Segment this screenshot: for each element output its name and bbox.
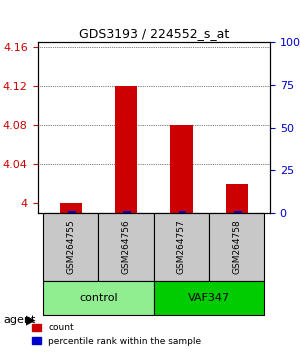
FancyBboxPatch shape bbox=[98, 213, 154, 281]
FancyBboxPatch shape bbox=[154, 213, 209, 281]
Text: GSM264756: GSM264756 bbox=[122, 219, 130, 274]
Text: agent: agent bbox=[3, 315, 35, 325]
Text: ▶: ▶ bbox=[26, 314, 35, 327]
Bar bbox=[68, 211, 76, 213]
Text: GSM264757: GSM264757 bbox=[177, 219, 186, 274]
FancyBboxPatch shape bbox=[43, 281, 154, 315]
Text: control: control bbox=[79, 293, 118, 303]
Bar bbox=[234, 211, 242, 213]
FancyBboxPatch shape bbox=[43, 213, 98, 281]
Bar bbox=[226, 184, 248, 213]
FancyBboxPatch shape bbox=[209, 213, 265, 281]
Bar bbox=[60, 203, 82, 213]
Bar bbox=[123, 211, 131, 213]
Bar bbox=[115, 86, 137, 213]
Text: GSM264758: GSM264758 bbox=[232, 219, 241, 274]
Bar bbox=[170, 125, 193, 213]
Legend: count, percentile rank within the sample: count, percentile rank within the sample bbox=[28, 320, 205, 349]
Title: GDS3193 / 224552_s_at: GDS3193 / 224552_s_at bbox=[79, 27, 229, 40]
FancyBboxPatch shape bbox=[154, 281, 265, 315]
Bar bbox=[179, 211, 186, 213]
Text: VAF347: VAF347 bbox=[188, 293, 230, 303]
Text: GSM264755: GSM264755 bbox=[66, 219, 75, 274]
